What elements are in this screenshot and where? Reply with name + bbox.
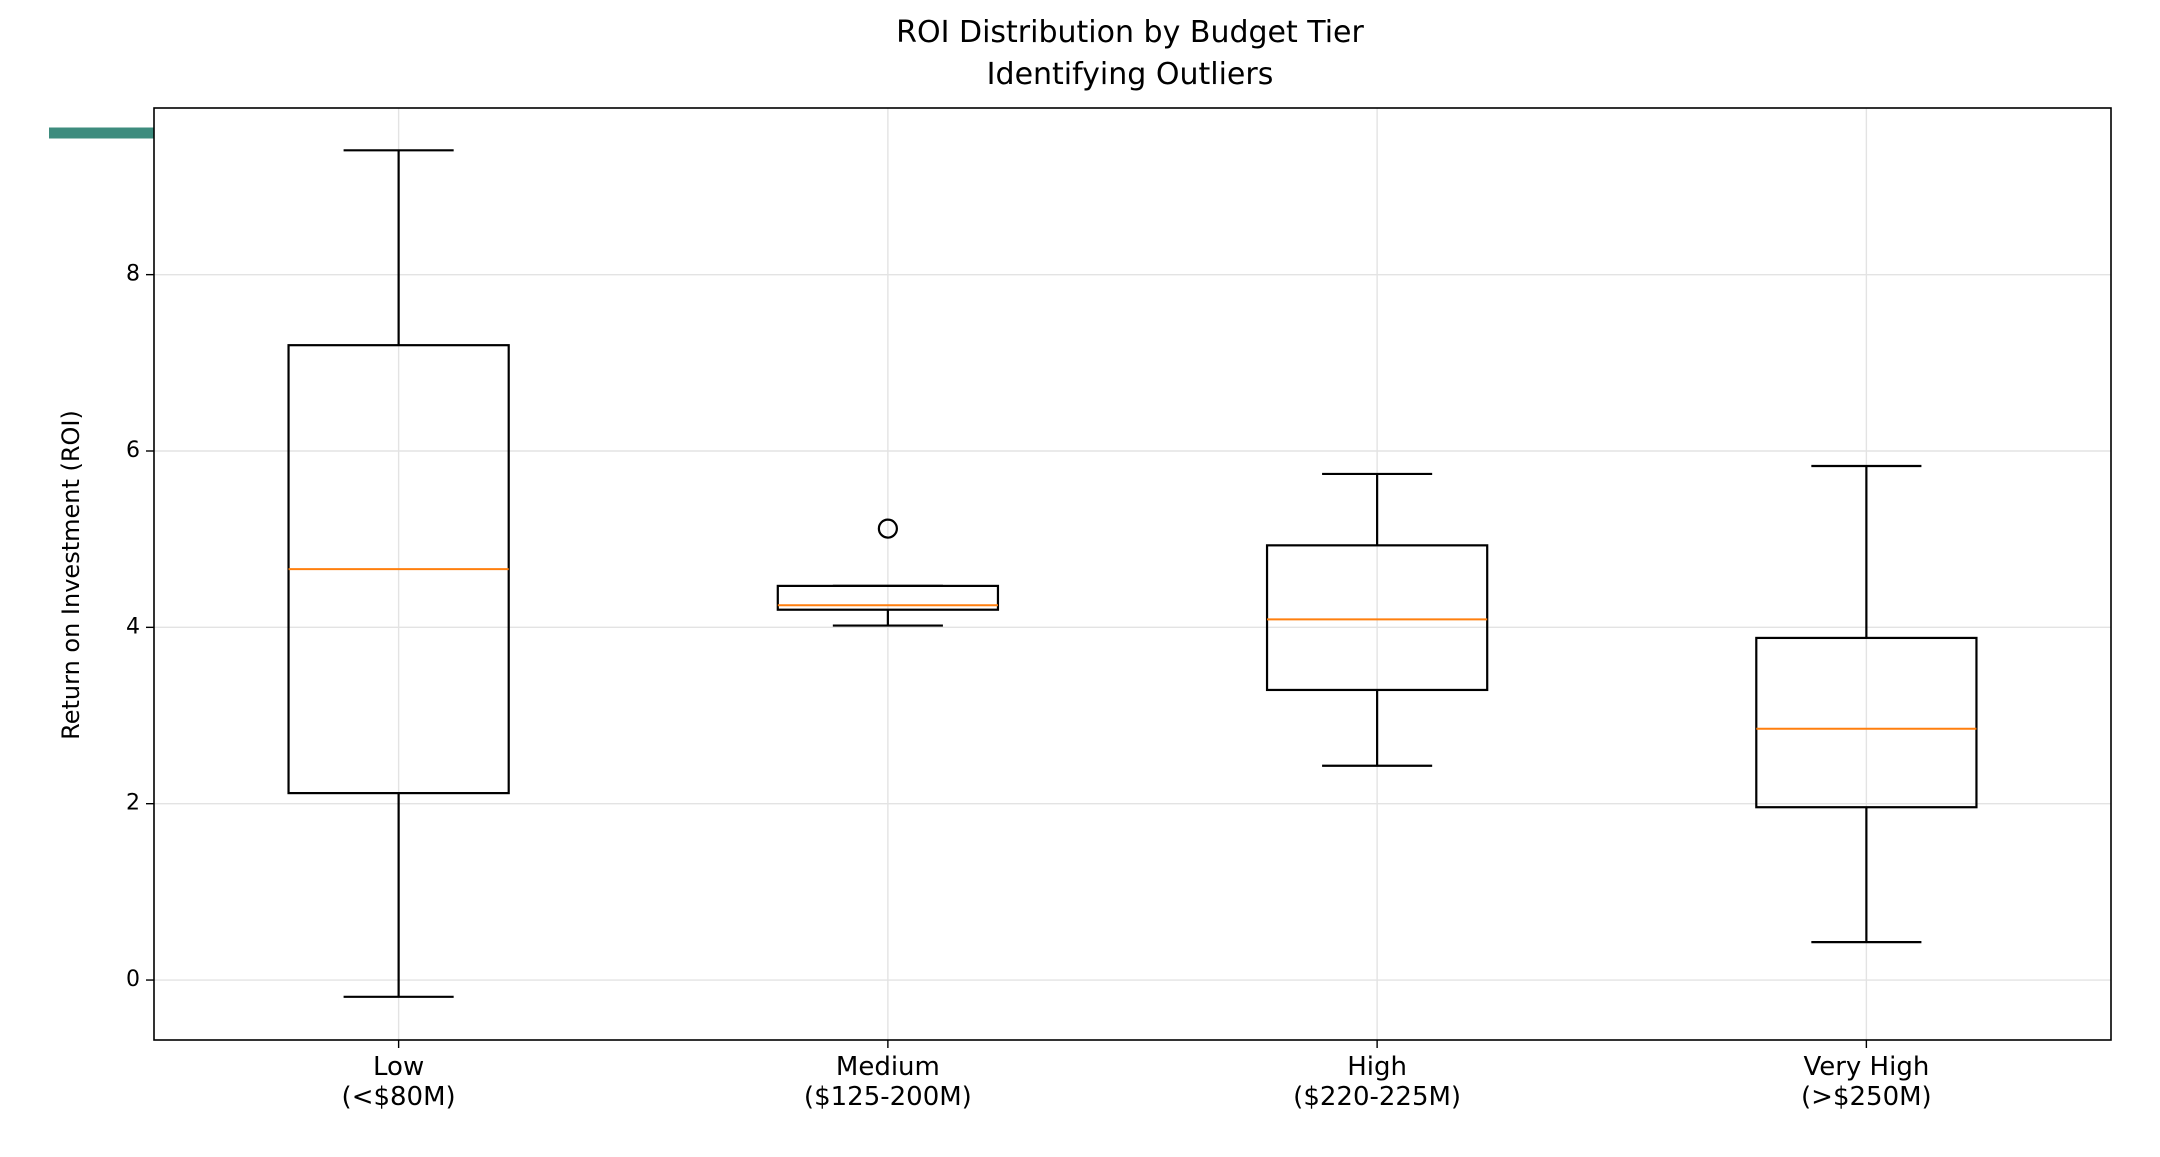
y-tick-label: 8 xyxy=(126,262,140,287)
box xyxy=(1755,636,1978,809)
y-tick-label: 0 xyxy=(126,967,140,992)
y-tick-label: 2 xyxy=(126,791,140,816)
y-tick-label: 6 xyxy=(126,438,140,463)
outlier xyxy=(877,518,898,539)
x-tick-label: High ($220-225M) xyxy=(1293,1052,1462,1112)
x-tick-label: Low (<$80M) xyxy=(341,1052,456,1112)
chart-title: ROI Distribution by Budget Tier Identify… xyxy=(896,15,1364,92)
box xyxy=(1265,544,1489,692)
x-tick-label: Very High (>$250M) xyxy=(1801,1052,1932,1112)
y-tick-label: 4 xyxy=(126,614,140,639)
plot-frame xyxy=(153,107,2112,1041)
box xyxy=(776,584,1000,611)
y-axis-label: Return on Investment (ROI) xyxy=(57,410,85,740)
x-tick-label: Medium ($125-200M) xyxy=(803,1052,972,1112)
